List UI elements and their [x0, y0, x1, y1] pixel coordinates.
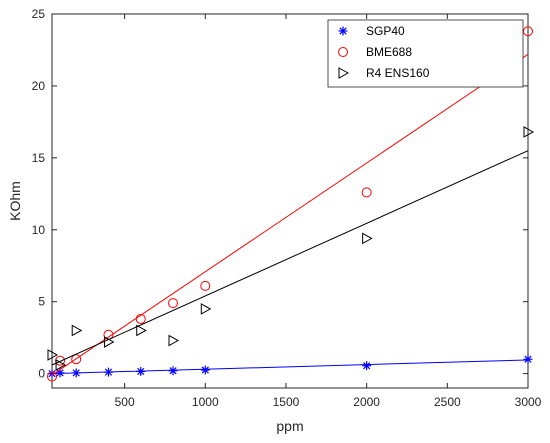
legend-box — [327, 19, 524, 88]
data-point-sgp40 — [47, 369, 57, 379]
data-point-bme688 — [523, 26, 533, 37]
plot-content — [47, 26, 535, 382]
data-point-bme688 — [47, 371, 57, 382]
fit-line-r4-ens160 — [51, 150, 529, 366]
data-point-r4-ens160 — [136, 324, 147, 337]
y-tick-label: 0 — [38, 367, 45, 381]
data-point-bme688 — [200, 280, 211, 291]
y-tick-label: 25 — [32, 7, 46, 21]
legend-marker-r4-ens160 — [338, 67, 350, 79]
data-point-bme688 — [361, 187, 372, 198]
data-point-r4-ens160 — [71, 324, 83, 337]
data-point-sgp40 — [103, 367, 113, 377]
data-point-r4-ens160 — [523, 126, 535, 138]
data-point-sgp40 — [523, 354, 533, 364]
legend: SGP40 BME688 R4 ENS160 — [327, 19, 524, 88]
data-point-sgp40 — [71, 368, 81, 378]
legend-marker-bme688 — [338, 47, 348, 57]
data-point-sgp40 — [136, 366, 146, 376]
data-point-sgp40 — [362, 361, 372, 371]
axis-ticks: 500 1000 1500 2000 2500 3000 0 5 10 15 20 25 — [32, 7, 542, 409]
data-point-r4-ens160 — [168, 334, 180, 347]
y-tick-label: 10 — [32, 223, 46, 237]
x-tick-label: 500 — [115, 395, 135, 409]
x-tick-label: 3000 — [515, 395, 542, 409]
x-tick-label: 2000 — [353, 395, 380, 409]
x-axis-label: ppm — [276, 418, 303, 434]
data-point-r4-ens160 — [362, 232, 373, 245]
fit-line-sgp40 — [51, 359, 529, 375]
legend-label-sgp40: SGP40 — [366, 24, 405, 38]
y-axis-label: KOhm — [7, 181, 23, 221]
data-point-bme688 — [168, 298, 179, 309]
legend-label-r4-ens160: R4 ENS160 — [366, 66, 430, 80]
data-point-r4-ens160 — [47, 349, 59, 361]
y-tick-label: 5 — [38, 295, 45, 309]
fit-line-bme688 — [51, 53, 529, 376]
legend-marker-sgp40 — [338, 26, 348, 36]
data-point-sgp40 — [200, 365, 210, 375]
y-tick-label: 15 — [32, 151, 46, 165]
x-tick-label: 1500 — [273, 395, 300, 409]
data-point-bme688 — [71, 354, 82, 365]
x-tick-label: 1000 — [192, 395, 219, 409]
x-tick-label: 2500 — [434, 395, 461, 409]
data-point-sgp40 — [168, 366, 178, 376]
y-tick-label: 20 — [32, 79, 46, 93]
data-point-bme688 — [135, 313, 146, 324]
legend-label-bme688: BME688 — [366, 45, 412, 59]
data-point-r4-ens160 — [55, 359, 67, 371]
data-point-r4-ens160 — [200, 303, 212, 315]
data-point-r4-ens160 — [103, 336, 115, 348]
